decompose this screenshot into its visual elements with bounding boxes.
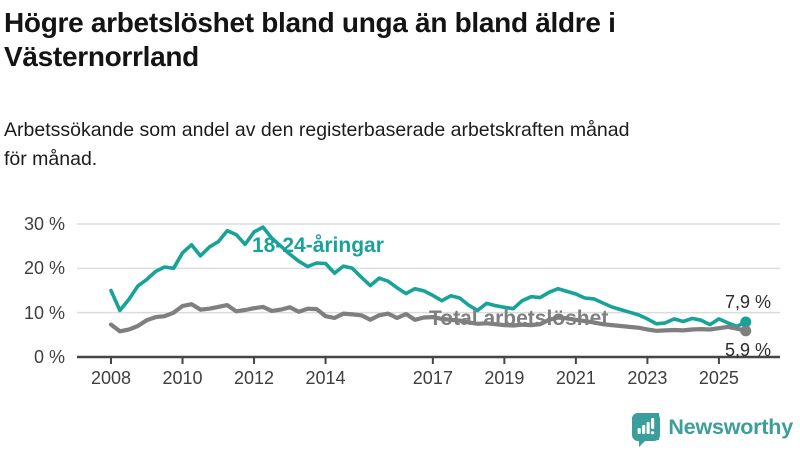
newsworthy-speech-bubble-chart-icon	[631, 412, 661, 450]
series-end-dot-1	[740, 325, 752, 337]
x-tick-label: 2023	[627, 368, 668, 388]
end-value-label-total: 5,9 %	[724, 340, 771, 360]
x-tick-label: 2008	[90, 368, 132, 388]
x-tick-label: 2017	[412, 368, 453, 388]
y-tick-label: 0 %	[33, 347, 65, 367]
page-title: Högre arbetslöshet bland unga än bland ä…	[4, 7, 616, 72]
end-value-label-18-24: 7,9 %	[724, 292, 771, 312]
x-tick-label: 2021	[555, 368, 596, 388]
series-end-dot-0	[740, 316, 752, 328]
x-tick-label: 2019	[484, 368, 525, 388]
x-tick-label: 2014	[305, 368, 346, 388]
x-tick-label: 2012	[234, 368, 275, 388]
subtitle-line-1: Arbetssökande som andel av den registerb…	[4, 119, 630, 141]
chart-subtitle: Arbetssökande som andel av den registerb…	[4, 116, 786, 174]
y-tick-label: 20 %	[23, 258, 65, 279]
newsworthy-wordmark: Newsworthy	[668, 415, 793, 439]
y-tick-label: 30 %	[23, 214, 65, 234]
x-tick-label: 2025	[698, 368, 739, 388]
y-tick-label: 10 %	[23, 302, 65, 323]
series-label-18-24: 18-24-åringar	[252, 234, 384, 257]
subtitle-line-2: för månad.	[4, 148, 98, 170]
newsworthy-logo[interactable]: Newsworthy	[631, 412, 793, 450]
series-label-total: Total arbetslöshet	[429, 307, 609, 330]
x-tick-label: 2010	[162, 368, 203, 388]
